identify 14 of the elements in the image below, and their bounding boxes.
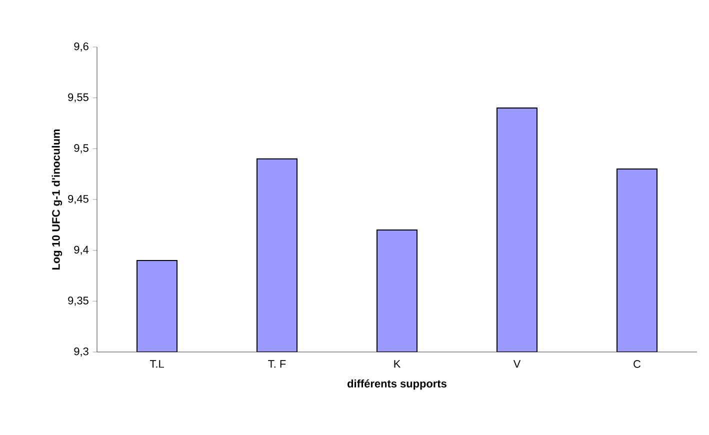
y-tick-label: 9,5 [74, 144, 88, 154]
x-axis-title: différents supports [348, 379, 446, 390]
y-tick-label: 9,55 [68, 93, 88, 102]
x-tick-label: T.L [150, 360, 164, 368]
x-tick-label: C [634, 360, 641, 368]
x-tick-label: V [513, 360, 521, 368]
y-tick-label: 9,3 [74, 347, 88, 357]
x-tick-label: T. F [268, 360, 286, 368]
y-tick-label: 9,6 [74, 42, 88, 52]
y-tick-label: 9,35 [68, 296, 88, 306]
x-tick-label: K [394, 360, 401, 368]
y-axis-title: Log 10 UFC g-1 d'inoculum [52, 129, 62, 270]
y-tick-label: 9,45 [68, 194, 88, 204]
y-tick-label: 9,4 [74, 246, 89, 255]
